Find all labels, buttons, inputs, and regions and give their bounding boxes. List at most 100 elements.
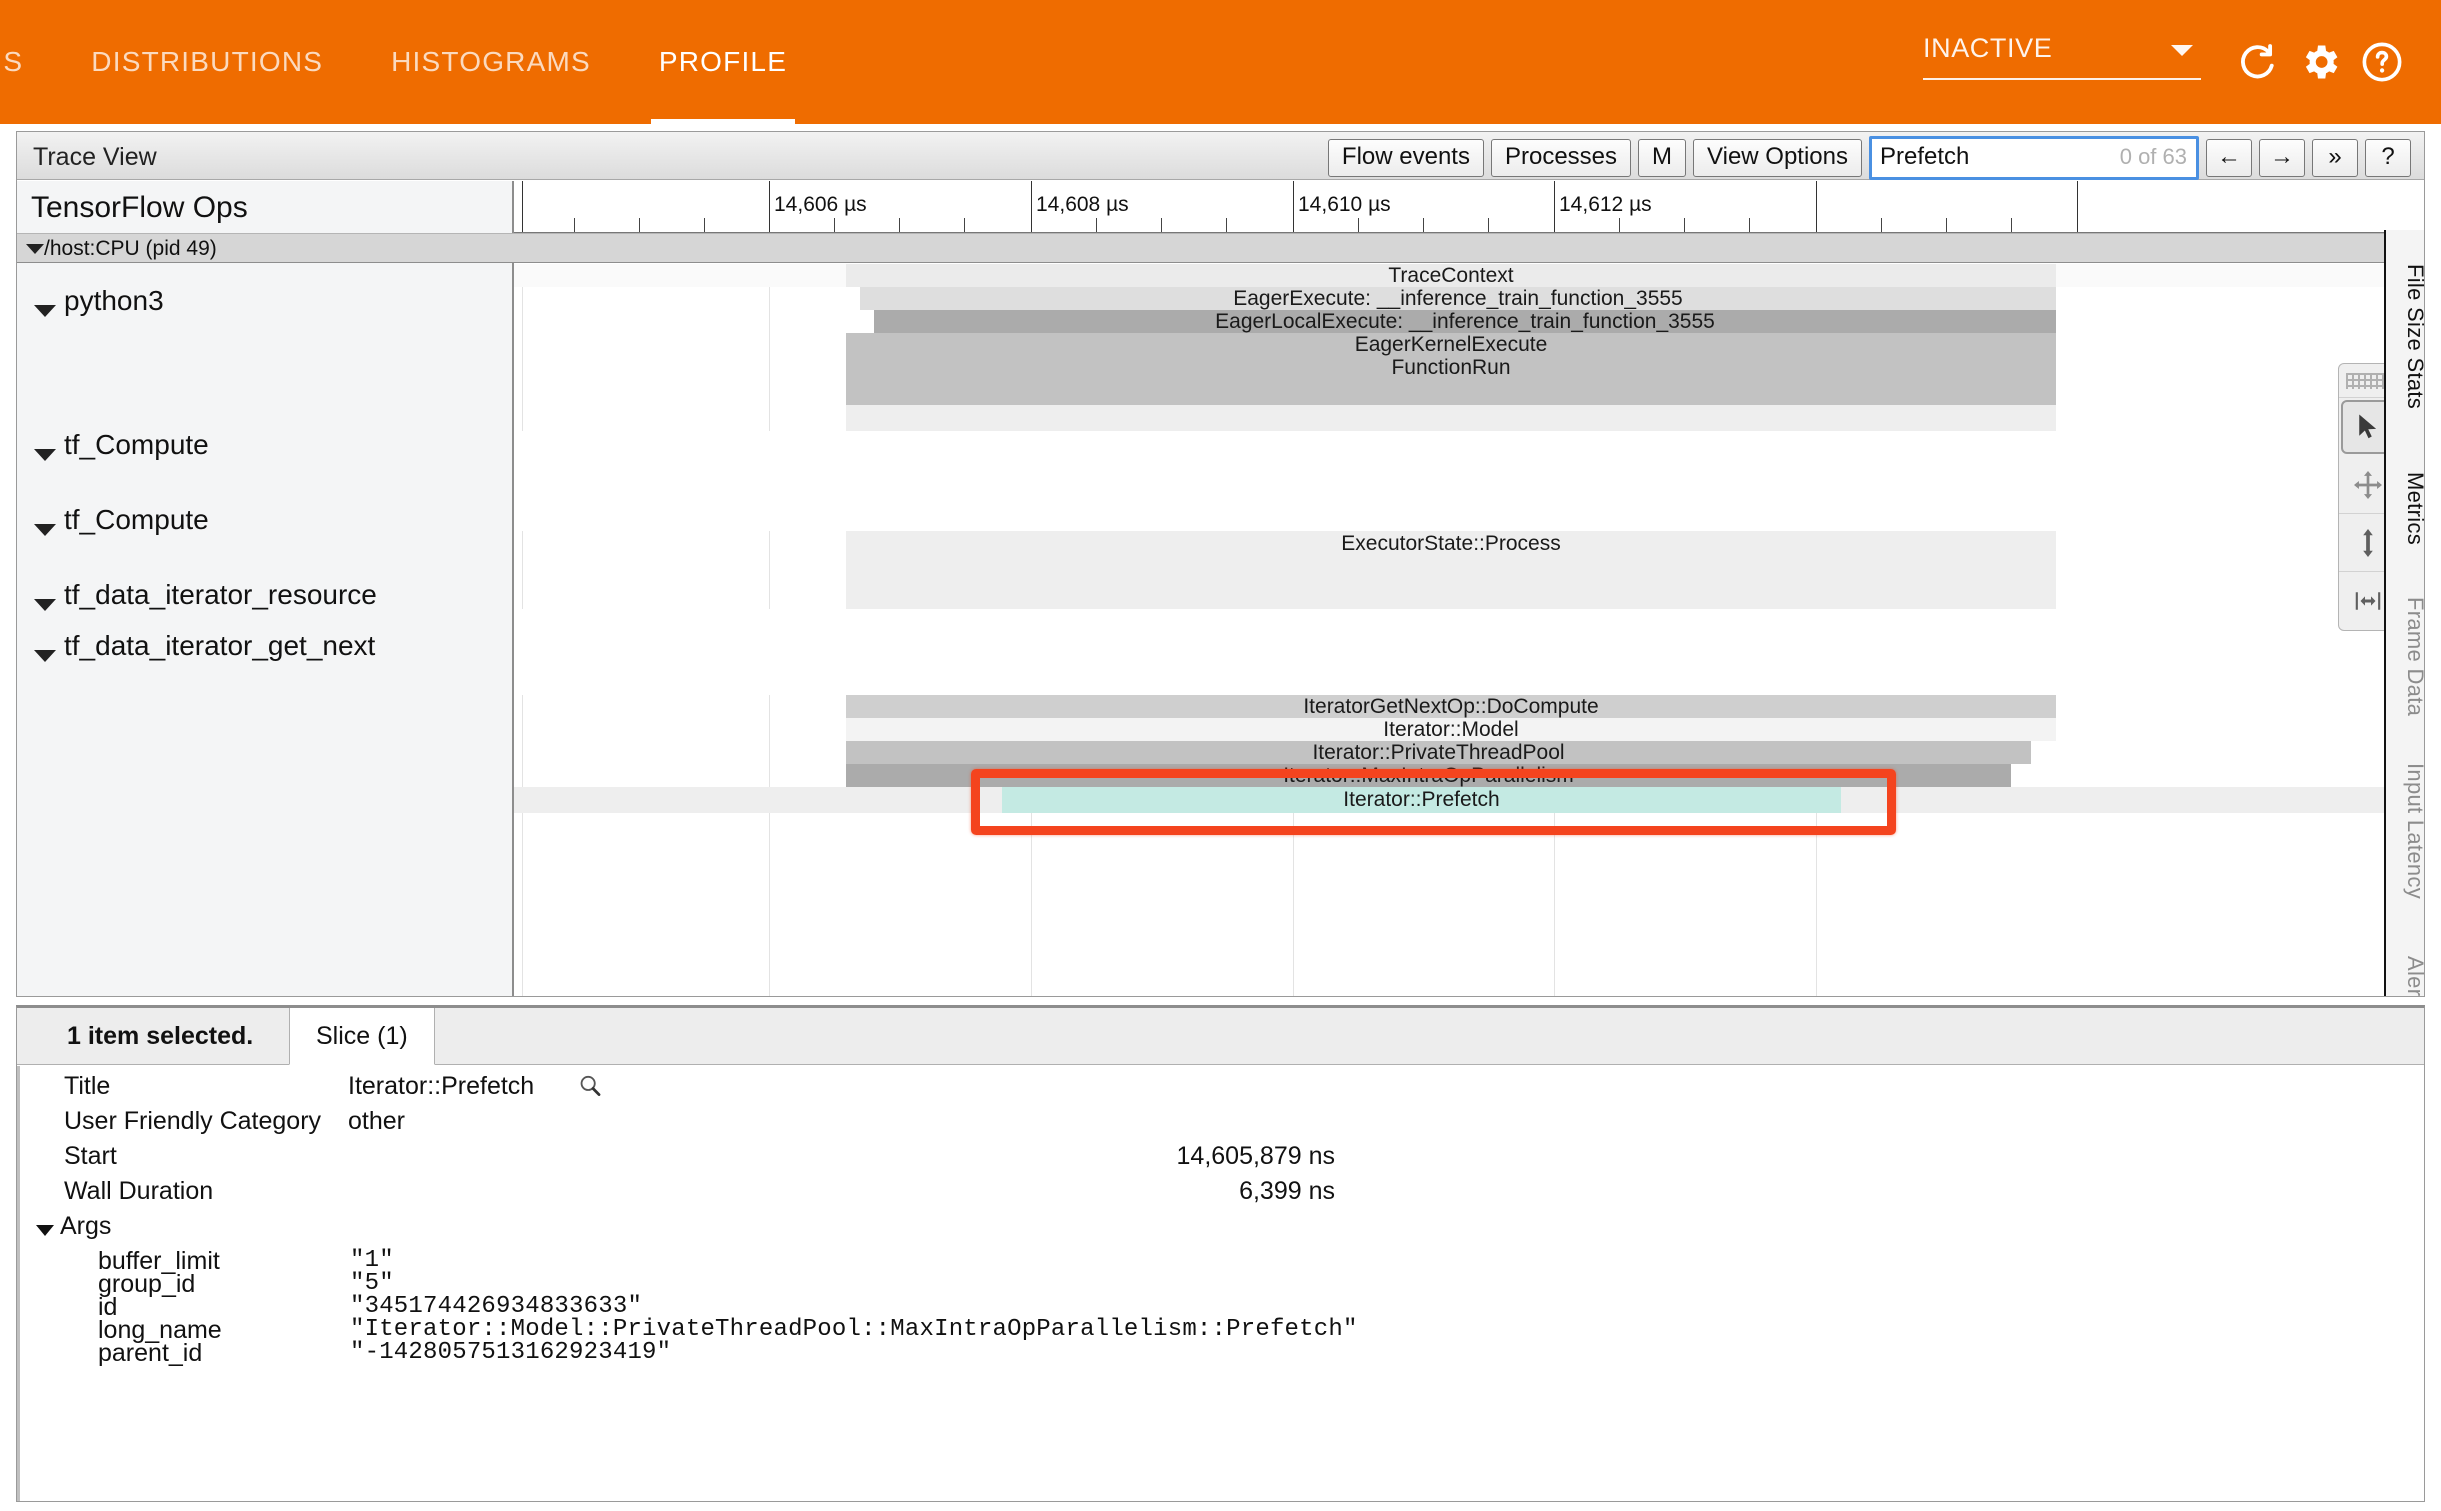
side-tab-alerts[interactable]: Alerts xyxy=(2403,955,2425,997)
slice-executor-state-process[interactable]: ExecutorState::Process xyxy=(846,531,2056,557)
arg-key-group-id: group_id xyxy=(98,1270,196,1298)
side-tab-input-latency[interactable]: Input Latency xyxy=(2403,763,2425,899)
process-row-header[interactable]: /host:CPU (pid 49) xyxy=(17,233,514,263)
tab-distributions[interactable]: DISTRIBUTIONS xyxy=(91,46,324,77)
processes-button[interactable]: Processes xyxy=(1490,139,1632,177)
slice-function-run[interactable]: FunctionRun xyxy=(846,356,2056,379)
header-actions: INACTIVE xyxy=(1923,0,2413,124)
metrics-button[interactable]: M xyxy=(1638,139,1687,177)
detail-row-wall-duration: Wall Duration 6,399 ns xyxy=(20,1177,2420,1213)
timing-horizontal-icon[interactable] xyxy=(2339,572,2397,630)
slice-iterator-prefetch[interactable]: Iterator::Prefetch xyxy=(1002,787,1841,813)
main-nav-tabs: HS DISTRIBUTIONS HISTOGRAMS PROFILE xyxy=(0,0,821,124)
track-label-python3[interactable]: python3 xyxy=(64,285,164,316)
timeline-group-title: TensorFlow Ops xyxy=(31,191,248,224)
chevron-down-icon[interactable] xyxy=(34,524,56,536)
arg-value-group-id: "5" xyxy=(350,1270,394,1297)
detail-row-start: Start 14,605,879 ns xyxy=(20,1142,2420,1178)
arg-key-buffer-limit: buffer_limit xyxy=(98,1247,220,1275)
help-button[interactable]: ? xyxy=(2365,139,2411,177)
chevron-down-icon[interactable] xyxy=(36,1225,54,1236)
detail-value-category: other xyxy=(348,1107,405,1135)
arg-value-long-name: "Iterator::Model::PrivateThreadPool::Max… xyxy=(350,1316,1358,1343)
arg-key-id: id xyxy=(98,1293,118,1321)
selection-summary: 1 item selected. xyxy=(67,1022,254,1050)
slice-canvas[interactable]: X TraceContext EagerExecute: __inference… xyxy=(514,233,2424,996)
help-icon[interactable] xyxy=(2351,31,2413,93)
drag-grip-icon[interactable] xyxy=(2339,364,2397,398)
slice-blank-2[interactable] xyxy=(846,557,2056,583)
chevron-down-icon xyxy=(2171,44,2193,56)
args-section-header[interactable]: Args xyxy=(20,1212,2420,1248)
chevron-down-icon[interactable] xyxy=(34,449,56,461)
tab-profile[interactable]: PROFILE xyxy=(625,0,821,124)
arg-row-parent-id: parent_id "-1428057513162923419" xyxy=(20,1339,2420,1375)
arg-row-long-name: long_name "Iterator::Model::PrivateThrea… xyxy=(20,1316,2420,1352)
chevron-down-icon[interactable] xyxy=(34,650,56,662)
arg-key-parent-id: parent_id xyxy=(98,1339,203,1367)
slice-iterator-model[interactable]: Iterator::Model xyxy=(846,718,2056,741)
track-label-tf-compute-1[interactable]: tf_Compute xyxy=(64,429,209,460)
search-next-button[interactable]: → xyxy=(2259,139,2305,177)
slice-trace-context[interactable]: TraceContext xyxy=(846,264,2056,287)
detail-value-wall-duration: 6,399 ns xyxy=(1239,1177,1335,1205)
process-row-band[interactable]: X xyxy=(514,233,2424,263)
ruler-label-1: 14,608 µs xyxy=(1036,193,1129,216)
arg-value-buffer-limit: "1" xyxy=(350,1247,394,1274)
track-label-iterator-resource[interactable]: tf_data_iterator_resource xyxy=(64,579,377,610)
slice-iterator-max-intra-op-parallelism[interactable]: Iterator::MaxIntraOpParallelism xyxy=(846,764,2011,787)
refresh-icon[interactable] xyxy=(2227,31,2289,93)
slice-function-run-tail[interactable] xyxy=(846,379,2056,405)
slice-iterator-private-thread-pool[interactable]: Iterator::PrivateThreadPool xyxy=(846,741,2031,764)
trace-view-titlebar: Trace View Flow events Processes M View … xyxy=(17,132,2424,180)
zoom-vertical-icon[interactable] xyxy=(2339,514,2397,572)
detail-row-category: User Friendly Category other xyxy=(20,1107,2420,1143)
tab-slice[interactable]: Slice (1) xyxy=(289,1008,435,1065)
side-tab-metrics[interactable]: Metrics xyxy=(2403,471,2425,545)
search-box: 0 of 63 xyxy=(1869,136,2199,180)
slice-iterator-getnext-docompute[interactable]: IteratorGetNextOp::DoCompute xyxy=(846,695,2056,718)
gear-icon[interactable] xyxy=(2289,31,2351,93)
chevron-down-icon[interactable] xyxy=(34,305,56,317)
args-label: Args xyxy=(60,1212,112,1240)
view-options-button[interactable]: View Options xyxy=(1693,139,1862,177)
flow-events-button[interactable]: Flow events xyxy=(1327,139,1484,177)
slice-eager-kernel-execute[interactable]: EagerKernelExecute xyxy=(846,333,2056,356)
arg-row-id: id "345174426934833633" xyxy=(20,1293,2420,1329)
arg-value-parent-id: "-1428057513162923419" xyxy=(350,1339,672,1366)
slice-eager-local-execute[interactable]: EagerLocalExecute: __inference_train_fun… xyxy=(874,310,2056,333)
search-input[interactable] xyxy=(1869,136,2199,180)
search-prev-button[interactable]: ← xyxy=(2206,139,2252,177)
time-ruler[interactable]: 14,606 µs 14,608 µs 14,610 µs 14,612 µs xyxy=(514,181,2424,233)
tab-histograms[interactable]: HISTOGRAMS xyxy=(391,46,591,77)
chevron-down-icon[interactable] xyxy=(34,599,56,611)
trace-view-toolbar: Flow events Processes M View Options 0 o… xyxy=(1327,136,2418,180)
slice-eager-execute[interactable]: EagerExecute: __inference_train_function… xyxy=(860,287,2056,310)
detail-key-category: User Friendly Category xyxy=(64,1107,322,1135)
side-tab-file-size-stats[interactable]: File Size Stats xyxy=(2403,264,2425,410)
arg-row-buffer-limit: buffer_limit "1" xyxy=(20,1247,2420,1283)
details-panel: 1 item selected. Slice (1) Title Iterato… xyxy=(16,1005,2425,1502)
trace-view-panel: Trace View Flow events Processes M View … xyxy=(16,131,2425,997)
details-body: Title Iterator::Prefetch User Friendly C… xyxy=(17,1066,2424,1501)
detail-row-title: Title Iterator::Prefetch xyxy=(20,1072,2420,1108)
timeline-area: TensorFlow Ops /host:CPU (pid 49) python… xyxy=(17,181,2425,997)
slice-blank-1[interactable] xyxy=(846,405,2056,431)
detail-key-start: Start xyxy=(64,1142,117,1170)
track-label-iterator-get-next[interactable]: tf_data_iterator_get_next xyxy=(64,630,376,661)
slice-blank-3[interactable] xyxy=(846,583,2056,609)
more-options-button[interactable]: » xyxy=(2312,139,2358,177)
chevron-down-icon[interactable] xyxy=(26,244,44,254)
arg-key-long-name: long_name xyxy=(98,1316,222,1344)
detail-value-title: Iterator::Prefetch xyxy=(348,1072,535,1100)
side-tab-rail: File Size Stats Metrics Frame Data Input… xyxy=(2384,230,2425,997)
side-tab-frame-data[interactable]: Frame Data xyxy=(2403,597,2425,717)
run-selector[interactable]: INACTIVE xyxy=(1923,33,2201,92)
pan-move-icon[interactable] xyxy=(2339,456,2397,514)
tab-graphs[interactable]: HS xyxy=(0,46,24,77)
details-tabbar: 1 item selected. Slice (1) xyxy=(17,1008,2424,1065)
search-icon[interactable] xyxy=(577,1073,603,1104)
ruler-label-0: 14,606 µs xyxy=(774,193,867,216)
ruler-label-2: 14,610 µs xyxy=(1298,193,1391,216)
track-label-tf-compute-2[interactable]: tf_Compute xyxy=(64,504,209,535)
